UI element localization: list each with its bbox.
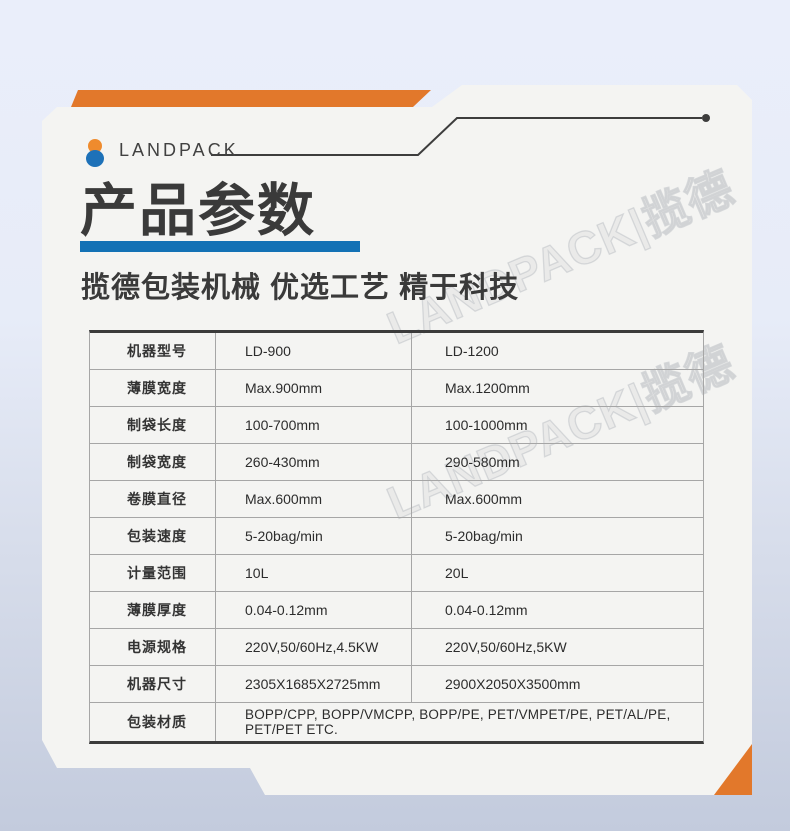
ld900-value: 5-20bag/min [215,518,411,554]
row-label: 卷膜直径 [127,491,187,507]
row-label: 制袋宽度 [127,454,187,470]
ld900-value: 0.04-0.12mm [215,592,411,628]
page-title: 产品参数 [80,179,316,243]
ld1200-value: LD-1200 [411,333,703,369]
table-row: 制袋长度 100-700mm 100-1000mm [90,407,703,444]
ld900-value: Max.600mm [215,481,411,517]
ld900-value: 220V,50/60Hz,4.5KW [215,629,411,665]
table-row: 电源规格 220V,50/60Hz,4.5KW 220V,50/60Hz,5KW [90,629,703,666]
table-row: 薄膜宽度 Max.900mm Max.1200mm [90,370,703,407]
ld900-value: LD-900 [215,333,411,369]
materials-value: BOPP/CPP, BOPP/VMCPP, BOPP/PE, PET/VMPET… [215,703,703,741]
row-label: 薄膜宽度 [127,380,187,396]
ld1200-value: 220V,50/60Hz,5KW [411,629,703,665]
table-row-merged: 包装材质 BOPP/CPP, BOPP/VMCPP, BOPP/PE, PET/… [90,703,703,741]
table-row: 卷膜直径 Max.600mm Max.600mm [90,481,703,518]
row-label: 机器型号 [127,343,187,359]
row-label: 计量范围 [127,565,187,581]
row-label: 包装速度 [127,528,187,544]
ld1200-value: Max.1200mm [411,370,703,406]
row-label: 机器尺寸 [127,676,187,692]
ld900-value: Max.900mm [215,370,411,406]
table-row: 包装速度 5-20bag/min 5-20bag/min [90,518,703,555]
logo-text: LANDPACK [119,140,239,160]
ld1200-value: 2900X2050X3500mm [411,666,703,702]
ld1200-value: 5-20bag/min [411,518,703,554]
page-subtitle: 揽德包装机械 优选工艺 精于科技 [81,272,520,304]
ld900-value: 10L [215,555,411,591]
table-row: 制袋宽度 260-430mm 290-580mm [90,444,703,481]
ld900-value: 260-430mm [215,444,411,480]
ld1200-value: 20L [411,555,703,591]
table-row: 机器尺寸 2305X1685X2725mm 2900X2050X3500mm [90,666,703,703]
table-row: 计量范围 10L 20L [90,555,703,592]
logo-blue-dot-icon [86,150,104,167]
row-label: 包装材质 [127,714,187,730]
row-label: 制袋长度 [127,417,187,433]
row-label: 薄膜厚度 [127,602,187,618]
logo-orange-dot-icon [88,139,102,153]
ld1200-value: 0.04-0.12mm [411,592,703,628]
title-underline-bar [80,241,360,252]
table-row: 机器型号 LD-900 LD-1200 [90,333,703,370]
ld900-value: 2305X1685X2725mm [215,666,411,702]
ld1200-value: Max.600mm [411,481,703,517]
ld1200-value: 290-580mm [411,444,703,480]
ld900-value: 100-700mm [215,407,411,443]
table-row: 薄膜厚度 0.04-0.12mm 0.04-0.12mm [90,592,703,629]
row-label: 电源规格 [127,639,187,655]
ld1200-value: 100-1000mm [411,407,703,443]
spec-table: 机器型号 LD-900 LD-1200 薄膜宽度 Max.900mm Max.1… [89,330,704,744]
